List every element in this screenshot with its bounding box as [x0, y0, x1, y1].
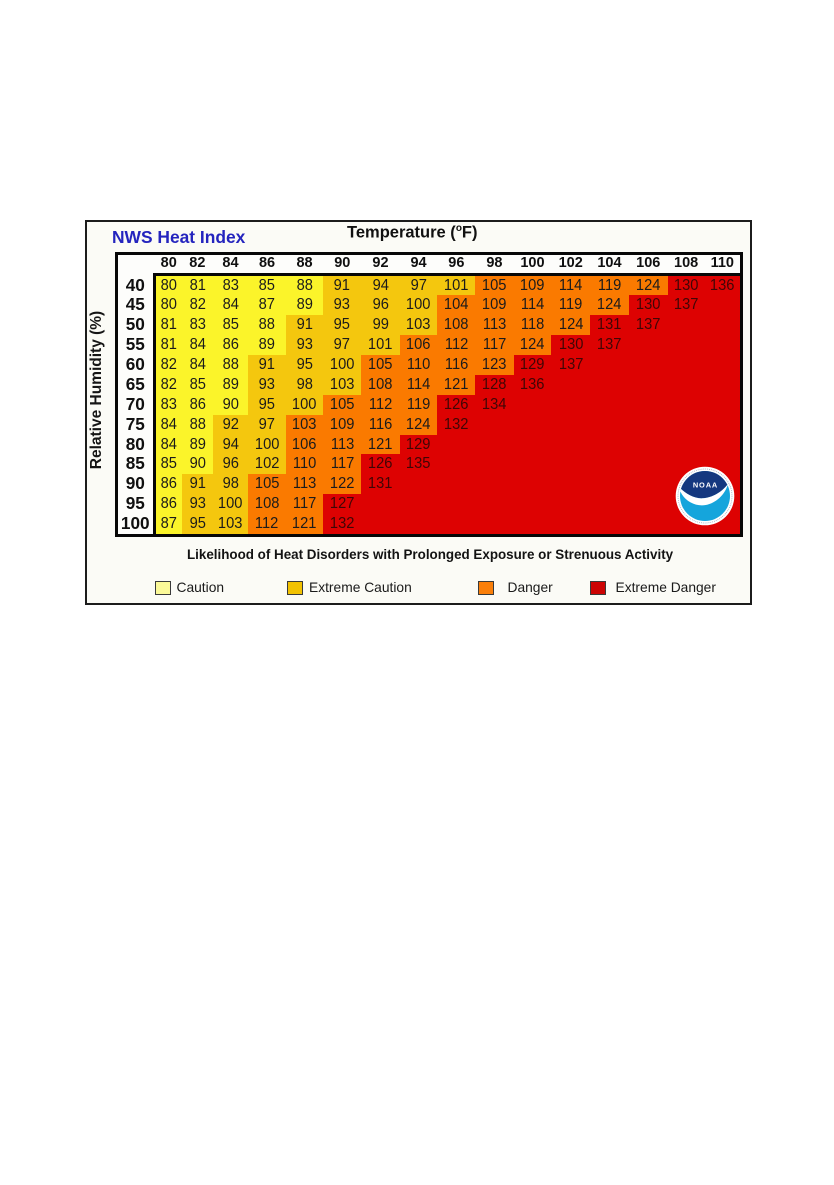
svg-text:NOAA: NOAA — [693, 480, 718, 489]
